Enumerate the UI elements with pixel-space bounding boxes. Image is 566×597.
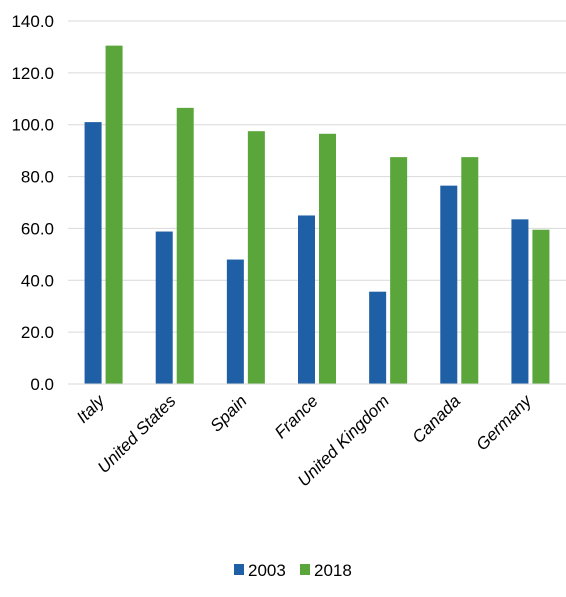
bar-2003-canada xyxy=(440,185,458,384)
y-tick-label: 140.0 xyxy=(11,12,54,31)
y-tick-label: 120.0 xyxy=(11,64,54,83)
x-tick-label: Spain xyxy=(207,391,251,435)
legend-label-2018: 2018 xyxy=(314,561,352,580)
bar-2003-united-states xyxy=(155,231,173,384)
legend-label-2003: 2003 xyxy=(248,561,286,580)
legend-swatch-2018 xyxy=(300,564,310,575)
bar-2018-spain xyxy=(247,131,265,384)
bar-2018-united-kingdom xyxy=(390,157,408,384)
bar-2018-canada xyxy=(461,157,479,384)
bar-2018-united-states xyxy=(176,107,194,384)
bar-2003-united-kingdom xyxy=(369,291,387,384)
x-tick-label: France xyxy=(271,391,322,442)
y-tick-label: 60.0 xyxy=(21,219,54,238)
legend-swatch-2003 xyxy=(234,564,244,575)
bar-2003-germany xyxy=(511,219,529,384)
y-tick-label: 40.0 xyxy=(21,271,54,290)
y-tick-label: 20.0 xyxy=(21,323,54,342)
bar-2018-italy xyxy=(105,45,123,384)
bars xyxy=(84,45,550,384)
bar-2003-italy xyxy=(84,122,102,384)
x-tick-label: Canada xyxy=(409,391,465,447)
y-tick-label: 80.0 xyxy=(21,168,54,187)
bar-2018-france xyxy=(319,133,336,384)
bar-2003-france xyxy=(298,215,315,384)
x-tick-label: Italy xyxy=(73,390,110,427)
y-tick-label: 100.0 xyxy=(11,116,54,135)
bar-2018-germany xyxy=(532,229,550,384)
y-tick-label: 0.0 xyxy=(30,375,54,394)
legend: 2003 2018 xyxy=(234,561,352,580)
gridlines xyxy=(68,20,566,385)
bar-2003-spain xyxy=(226,259,244,384)
x-tick-label: Germany xyxy=(472,390,536,454)
